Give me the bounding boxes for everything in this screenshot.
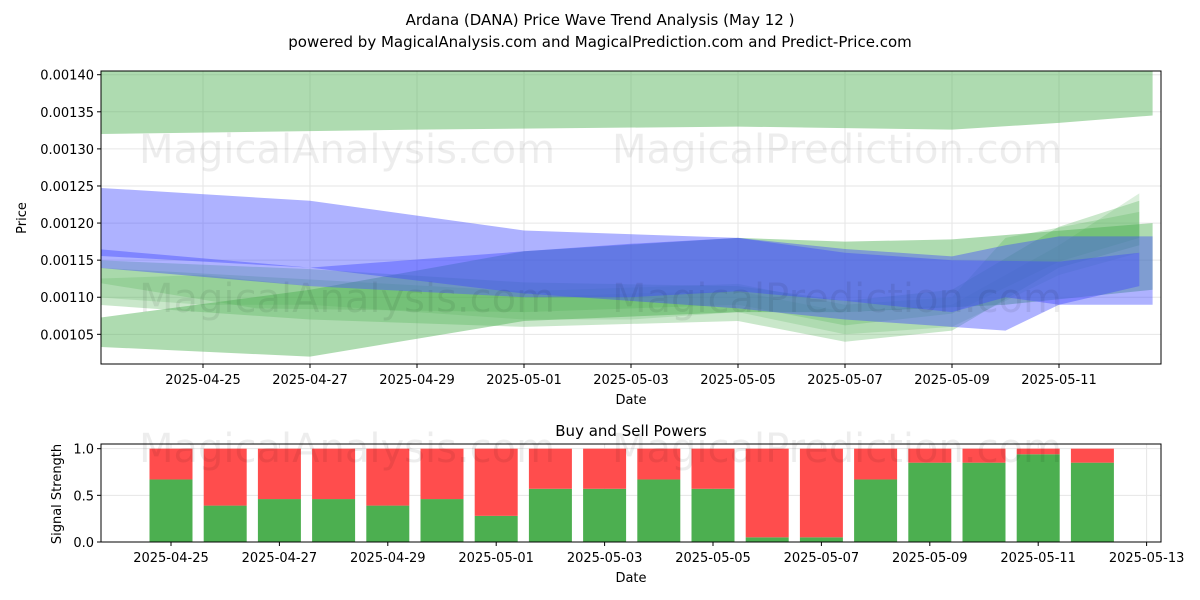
signal-x-tick-label: 2025-05-05: [675, 551, 751, 566]
buy-bar: [583, 488, 627, 542]
signal-x-tick-label: 2025-05-09: [892, 551, 968, 566]
watermark-prediction-mid: MagicalPrediction.com: [612, 276, 1062, 322]
signal-x-tick-label: 2025-04-27: [242, 551, 318, 566]
chart-subtitle: powered by MagicalAnalysis.com and Magic…: [288, 33, 912, 51]
buy-bar: [257, 499, 301, 542]
buy-bar: [366, 505, 410, 542]
watermarks: MagicalAnalysis.com MagicalPrediction.co…: [139, 127, 1062, 472]
price-y-tick-label: 0.00140: [40, 69, 94, 84]
buy-bar: [203, 505, 247, 542]
price-x-tick-label: 2025-04-25: [165, 373, 241, 388]
sell-bar: [637, 448, 681, 480]
price-x-tick-label: 2025-05-01: [486, 373, 562, 388]
buy-bar: [637, 479, 681, 542]
signal-x-tick-label: 2025-05-03: [567, 551, 643, 566]
buy-bar: [854, 479, 898, 542]
buy-bar: [1070, 462, 1114, 542]
signal-x-axis-title: Date: [615, 571, 646, 586]
signal-x-tick-label: 2025-04-25: [133, 551, 209, 566]
signal-bars: [149, 448, 1114, 542]
sell-bar: [420, 448, 464, 500]
watermark-analysis-top: MagicalAnalysis.com: [139, 127, 555, 173]
price-band-blue-5: [101, 187, 1140, 331]
price-y-tick-label: 0.00110: [40, 291, 94, 306]
sell-bar: [583, 448, 627, 489]
price-x-tick-label: 2025-04-27: [272, 373, 348, 388]
sell-bar: [691, 448, 735, 489]
sell-bar: [1016, 448, 1060, 455]
price-grid: [101, 71, 1161, 364]
price-y-tick-label: 0.00120: [40, 217, 94, 232]
sell-bar: [203, 448, 247, 506]
signal-x-ticks: 2025-04-25 2025-04-27 2025-04-29 2025-05-01…: [133, 542, 1184, 566]
signal-plot-frame: [100, 443, 1162, 543]
price-y-axis-title: Price: [15, 202, 30, 234]
price-x-tick-label: 2025-04-29: [379, 373, 455, 388]
signal-y-axis-title: Signal Strength: [50, 444, 65, 544]
signal-panel: Buy and Sell Powers 2025-04-25 2025-04-27…: [50, 422, 1184, 586]
buy-bar: [908, 462, 952, 542]
watermark-prediction-top: MagicalPrediction.com: [612, 127, 1062, 173]
price-x-axis-title: Date: [615, 393, 646, 408]
signal-x-tick-label: 2025-05-13: [1109, 551, 1185, 566]
buy-bar: [528, 488, 572, 542]
signal-x-tick-label: 2025-04-29: [350, 551, 426, 566]
sell-bar: [1070, 448, 1114, 463]
buy-bar: [420, 499, 464, 542]
price-band-green-4: [101, 193, 1140, 335]
buy-bar: [799, 537, 843, 542]
watermark-analysis-mid: MagicalAnalysis.com: [139, 276, 555, 322]
price-y-tick-label: 0.00135: [40, 106, 94, 121]
signal-y-tick-label: 0.5: [73, 489, 94, 504]
sell-bar: [854, 448, 898, 480]
price-y-tick-label: 0.00115: [40, 254, 94, 269]
buy-bar: [691, 488, 735, 542]
sell-bar: [962, 448, 1006, 463]
buy-bar: [312, 499, 356, 542]
price-band-green-2: [101, 200, 1140, 342]
sell-bar: [474, 448, 518, 516]
price-panel: 2025-04-25 2025-04-27 2025-04-29 2025-05-01…: [15, 69, 1162, 408]
chart-title: Ardana (DANA) Price Wave Trend Analysis …: [406, 11, 795, 29]
sell-bar: [312, 448, 356, 500]
sell-bar: [799, 448, 843, 538]
sell-bar: [257, 448, 301, 500]
buy-bar: [962, 462, 1006, 542]
price-band-blue-6: [101, 236, 1153, 313]
signal-panel-title: Buy and Sell Powers: [555, 422, 707, 440]
price-x-tick-label: 2025-05-05: [700, 373, 776, 388]
sell-bar: [908, 448, 952, 463]
sell-bar: [149, 448, 193, 480]
signal-y-ticks: 0.0 0.5 1.0: [73, 443, 101, 551]
signal-x-tick-label: 2025-05-01: [458, 551, 534, 566]
signal-y-tick-label: 0.0: [73, 536, 94, 551]
buy-bar: [1016, 454, 1060, 542]
buy-bar: [474, 515, 518, 542]
price-y-tick-label: 0.00105: [40, 328, 94, 343]
price-x-tick-label: 2025-05-03: [593, 373, 669, 388]
sell-bar: [528, 448, 572, 489]
sell-bar: [745, 448, 789, 538]
price-bands: [101, 71, 1153, 357]
price-x-tick-label: 2025-05-07: [807, 373, 883, 388]
signal-y-tick-label: 1.0: [73, 443, 94, 458]
buy-bar: [745, 537, 789, 542]
price-y-ticks: 0.00105 0.00110 0.00115 0.00120 0.00125 0.001…: [40, 69, 101, 343]
sell-bar: [366, 448, 410, 506]
price-x-tick-label: 2025-05-09: [914, 373, 990, 388]
buy-bar: [149, 479, 193, 542]
watermark-prediction-bottom: MagicalPrediction.com: [612, 426, 1062, 472]
signal-x-tick-label: 2025-05-07: [784, 551, 860, 566]
price-x-tick-label: 2025-05-11: [1021, 373, 1097, 388]
price-band-green-3: [101, 211, 1140, 326]
price-y-tick-label: 0.00125: [40, 180, 94, 195]
price-x-ticks: 2025-04-25 2025-04-27 2025-04-29 2025-05-01…: [165, 364, 1097, 388]
watermark-analysis-bottom: MagicalAnalysis.com: [139, 426, 555, 472]
signal-x-tick-label: 2025-05-11: [1000, 551, 1076, 566]
price-band-green-0: [101, 71, 1153, 135]
price-band-green-1: [101, 223, 1153, 357]
price-y-tick-label: 0.00130: [40, 143, 94, 158]
